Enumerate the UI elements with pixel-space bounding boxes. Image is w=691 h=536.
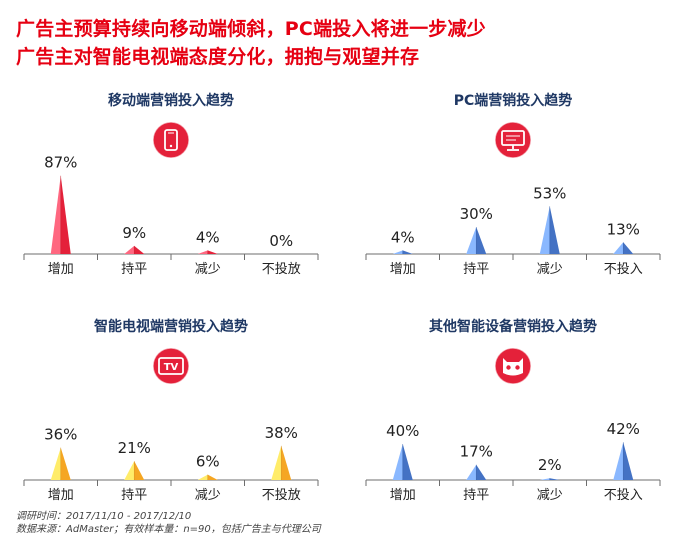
value-label-tv-0: 36% [44,426,77,444]
category-label-other-3: 不投入 [604,487,643,503]
bar-other-1 [466,464,487,480]
bar-tv-3 [271,445,292,480]
value-label-other-0: 40% [386,422,419,440]
category-label-pc-3: 不投入 [604,261,643,277]
category-label-mobile-1: 持平 [121,262,147,277]
chart-panel-tv: 智能电视端营销投入趋势 36% 增加 21% 持平 6% 减少 38% 不投放 TV [6,316,336,516]
category-label-mobile-0: 增加 [48,262,74,277]
value-label-pc-3: 13% [607,220,640,238]
value-label-pc-2: 53% [533,184,566,202]
category-label-other-0: 增加 [390,488,416,503]
bar-pc-0 [392,250,413,254]
chart-panel-pc: PC端营销投入趋势 4% 增加 30% 持平 53% 减少 13% 不投入 [348,90,678,290]
bar-tv-0 [50,447,71,480]
value-label-mobile-0: 87% [44,154,77,172]
category-label-pc-2: 减少 [537,262,563,277]
chart-title-other: 其他智能设备营销投入趋势 [429,319,597,335]
chart-panel-mobile: 移动端营销投入趋势 87% 增加 9% 持平 4% 减少 0% 不投放 [6,90,336,290]
desktop-monitor-icon [494,121,532,159]
category-label-tv-2: 减少 [195,488,221,503]
bar-mobile-0 [50,175,71,254]
value-label-pc-0: 4% [391,228,415,246]
footnote-survey-period: 调研时间：2017/11/10 - 2017/12/10 [16,511,192,522]
chart-pc: 4% 增加 30% 持平 53% 减少 13% 不投入 [365,121,661,277]
category-label-pc-1: 持平 [463,262,489,277]
value-label-mobile-3: 0% [269,232,293,250]
bar-tv-2 [197,474,218,480]
bar-mobile-1 [124,245,145,254]
category-label-tv-0: 增加 [48,488,74,503]
headline-line-1: 广告主预算持续向移动端倾斜，PC端投入将进一步减少 [16,18,486,40]
bar-other-0 [392,444,413,480]
value-label-other-1: 17% [460,443,493,461]
chart-title-mobile: 移动端营销投入趋势 [108,93,234,109]
chart-mobile: 87% 增加 9% 持平 4% 减少 0% 不投放 [23,121,319,277]
chart-other: 40% 增加 17% 持平 2% 减少 42% 不投入 [365,347,661,503]
chart-panel-other: 其他智能设备营销投入趋势 40% 增加 17% 持平 2% 减少 42% 不投入 [348,316,678,516]
chart-title-tv: 智能电视端营销投入趋势 [94,319,248,335]
tv-icon-label: TV [164,362,179,373]
mobile-phone-icon [152,121,190,159]
category-label-tv-3: 不投放 [262,487,301,503]
headline-line-2: 广告主对智能电视端态度分化，拥抱与观望并存 [16,46,420,68]
tv-icon: TV [152,347,190,385]
bar-pc-1 [466,227,487,254]
value-label-other-3: 42% [607,420,640,438]
value-label-mobile-2: 4% [196,228,220,246]
value-label-tv-3: 38% [265,424,298,442]
value-label-other-2: 2% [538,456,562,474]
category-label-other-2: 减少 [537,488,563,503]
robot-face-icon [494,347,532,385]
bar-other-2 [539,478,560,480]
bar-pc-2 [539,206,560,254]
bar-mobile-2 [197,250,218,254]
chart-tv: 36% 增加 21% 持平 6% 减少 38% 不投放 TV [23,347,319,503]
bar-other-3 [613,442,634,480]
value-label-pc-1: 30% [460,205,493,223]
category-label-other-1: 持平 [463,488,489,503]
category-label-mobile-3: 不投放 [262,261,301,277]
bar-tv-1 [124,461,145,480]
footnote-data-source: 数据来源：AdMaster；有效样本量：n=90，包括广告主与代理公司 [16,524,321,535]
bar-pc-3 [613,242,634,254]
value-label-tv-2: 6% [196,453,220,471]
category-label-tv-1: 持平 [121,488,147,503]
value-label-tv-1: 21% [118,439,151,457]
category-label-mobile-2: 减少 [195,262,221,277]
chart-title-pc: PC端营销投入趋势 [453,93,573,109]
category-label-pc-0: 增加 [390,262,416,277]
value-label-mobile-1: 9% [122,224,146,242]
